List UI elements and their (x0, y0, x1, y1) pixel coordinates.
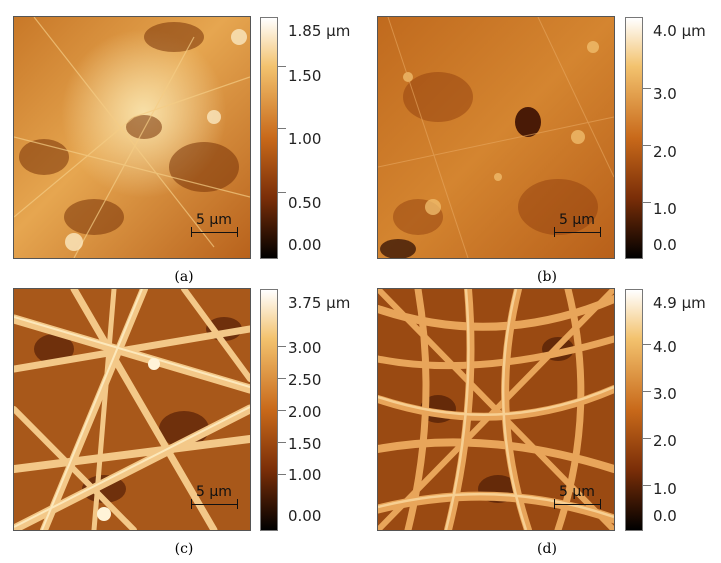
colorbar-tick: 3.00 (288, 339, 322, 357)
scale-bar-label: 5 μm (559, 212, 595, 228)
scale-bar-label: 5 μm (559, 484, 595, 500)
colorbar-a (260, 17, 278, 259)
colorbar-tick: 4.0 (653, 338, 677, 356)
colorbar-max-label: 1.85 μm (288, 22, 351, 40)
colorbar-tick: 0.00 (288, 236, 322, 254)
colorbar-tick: 0.00 (288, 507, 322, 525)
caption-c: (c) (174, 541, 194, 557)
colorbar-tick: 2.00 (288, 403, 322, 421)
caption-a: (a) (174, 269, 194, 285)
scale-bar-label: 5 μm (196, 484, 232, 500)
colorbar-tick: 3.0 (653, 85, 677, 103)
colorbar-tick: 0.50 (288, 194, 322, 212)
colorbar-tick: 1.00 (288, 466, 322, 484)
colorbar-tick: 1.50 (288, 435, 322, 453)
afm-image-c (13, 288, 251, 531)
caption-d: (d) (537, 541, 557, 557)
afm-image-d (377, 288, 615, 531)
afm-image-a (13, 16, 251, 259)
colorbar-tick: 1.0 (653, 200, 677, 218)
colorbar-c (260, 289, 278, 531)
colorbar-max-label: 3.75 μm (288, 294, 351, 312)
colorbar-tick: 1.0 (653, 480, 677, 498)
afm-image-b (377, 16, 615, 259)
colorbar-tick: 3.0 (653, 385, 677, 403)
colorbar-tick: 2.50 (288, 371, 322, 389)
caption-b: (b) (537, 269, 557, 285)
colorbar-tick: 1.50 (288, 67, 322, 85)
colorbar-tick: 1.00 (288, 130, 322, 148)
colorbar-d (625, 289, 643, 531)
colorbar-tick: 0.0 (653, 507, 677, 525)
colorbar-tick: 0.0 (653, 236, 677, 254)
scale-bar-label: 5 μm (196, 212, 232, 228)
colorbar-b (625, 17, 643, 259)
colorbar-max-label: 4.9 μm (653, 294, 706, 312)
colorbar-max-label: 4.0 μm (653, 22, 706, 40)
colorbar-tick: 2.0 (653, 143, 677, 161)
colorbar-tick: 2.0 (653, 432, 677, 450)
